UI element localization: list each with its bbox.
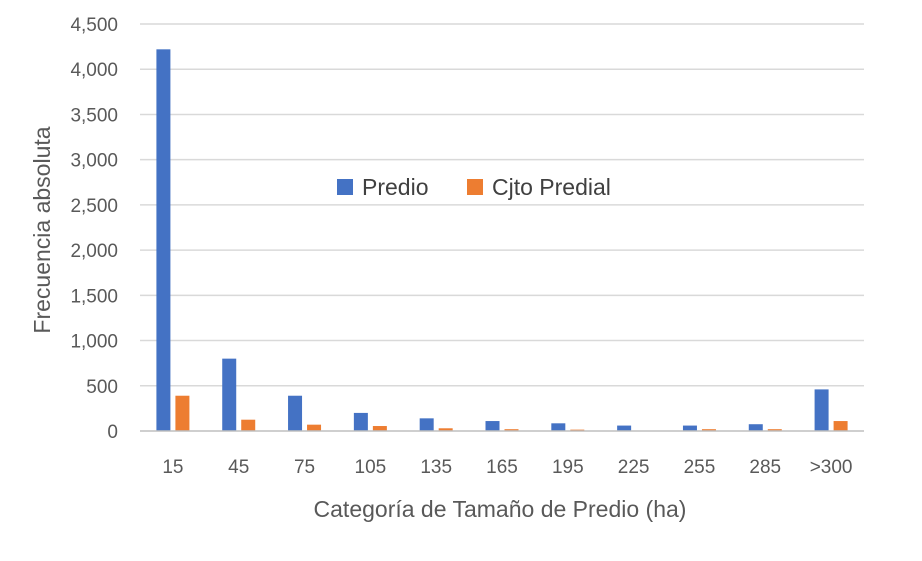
x-tick-label: 105 (355, 457, 387, 478)
x-tick-label: 285 (749, 457, 781, 478)
bar-predio (222, 358, 237, 431)
bar-cjto-predial (372, 426, 387, 431)
y-tick-label: 2,500 (70, 196, 118, 217)
x-tick-label: >300 (810, 457, 853, 478)
bar-cjto-predial (701, 429, 716, 431)
bar-predio (617, 425, 632, 431)
x-tick-label: 165 (486, 457, 518, 478)
bars (156, 49, 848, 432)
x-axis-title: Categoría de Tamaño de Predio (ha) (314, 496, 687, 522)
x-tick-label: 15 (162, 457, 183, 478)
bar-cjto-predial (504, 429, 519, 431)
x-tick-label: 135 (420, 457, 452, 478)
gridlines (140, 23, 864, 387)
legend: Predio Cjto Predial (337, 174, 611, 200)
x-tick-label: 75 (294, 457, 315, 478)
legend-label-cjto-predial: Cjto Predial (492, 174, 611, 200)
legend-swatch-cjto-predial (467, 179, 483, 195)
x-axis-tick-labels: 15 45 75 105 135 165 195 225 255 285 >300 (162, 457, 852, 478)
y-tick-label: 500 (86, 377, 118, 398)
bar-cjto-predial (307, 424, 322, 431)
y-axis-tick-labels: 0 500 1,000 1,500 2,000 2,500 3,000 3,500 4,000 4… (70, 15, 118, 443)
legend-label-predio: Predio (362, 174, 428, 200)
y-axis-title: Frecuencia absoluta (29, 126, 55, 333)
bar-cjto-predial (833, 421, 848, 431)
y-tick-label: 4,500 (70, 15, 118, 36)
bar-predio (551, 423, 566, 431)
bar-predio (814, 389, 829, 431)
y-tick-label: 3,000 (70, 151, 118, 172)
x-tick-label: 225 (618, 457, 650, 478)
bar-cjto-predial (767, 429, 782, 431)
x-tick-label: 195 (552, 457, 584, 478)
bar-predio (748, 424, 763, 431)
y-tick-label: 1,000 (70, 332, 118, 353)
bar-predio (353, 412, 368, 431)
bar-predio (682, 425, 697, 431)
bar-cjto-predial (175, 395, 190, 431)
y-tick-label: 1,500 (70, 286, 118, 307)
bar-predio (485, 421, 500, 431)
x-tick-label: 45 (228, 457, 249, 478)
bar-predio (288, 395, 303, 431)
y-tick-label: 2,000 (70, 241, 118, 262)
x-tick-label: 255 (684, 457, 716, 478)
y-tick-label: 0 (107, 422, 118, 443)
bar-cjto-predial (438, 428, 453, 431)
bar-predio (156, 49, 171, 432)
y-tick-label: 4,000 (70, 60, 118, 81)
bar-cjto-predial (241, 419, 256, 431)
y-tick-label: 3,500 (70, 105, 118, 126)
legend-swatch-predio (337, 179, 353, 195)
bar-predio (419, 418, 434, 431)
